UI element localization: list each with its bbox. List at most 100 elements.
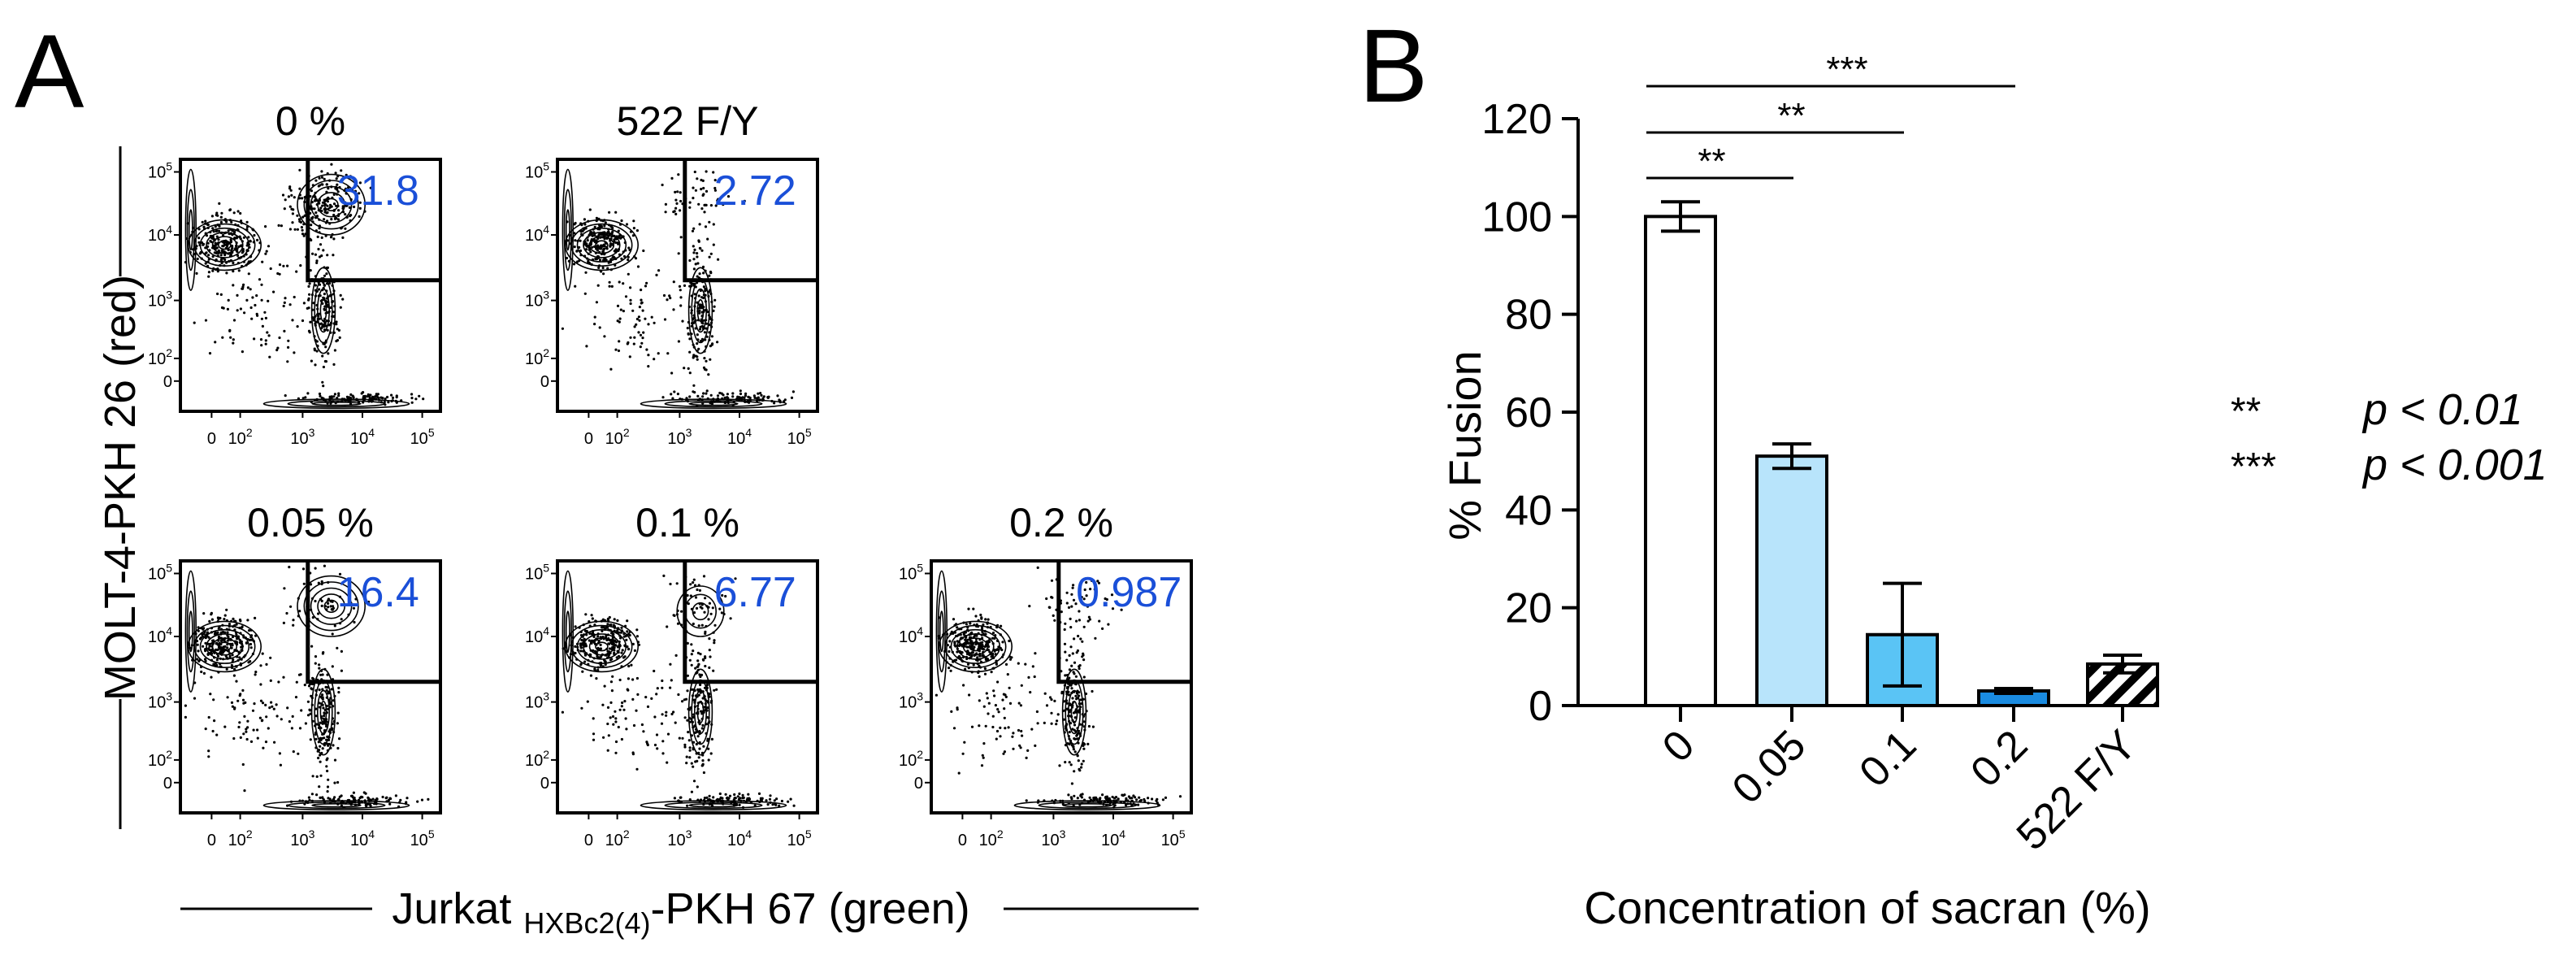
y-axis-label: % Fusion [1439, 350, 1490, 540]
flow-plot-1: 522 F/Y 2.72 105 104 103 102 0 0 102 103 104 105 [525, 98, 819, 448]
x-axis-label-text: Jurkat HXBc2(4)-PKH 67 (green) [392, 884, 969, 940]
x-tick-label: 105 [410, 426, 435, 448]
gate-lines [683, 561, 817, 684]
x-tick-label: 103 [290, 426, 314, 448]
contour-lines [184, 168, 410, 410]
y-tick-label: 103 [525, 690, 549, 712]
y-tick-label: 103 [148, 690, 172, 712]
x-tick-label: 522 F/Y [2008, 721, 2146, 859]
gate-value: 16.4 [337, 569, 419, 616]
flow-plot-4: 0.2 % 0.987 105 104 103 102 0 0 102 103 104 105 [899, 500, 1193, 849]
x-tick-label: 0.2 [1962, 721, 2036, 796]
x-tick-label: 0 [207, 430, 216, 448]
x-tick-label: 0 [584, 430, 593, 448]
y-tick-label: 0 [1529, 683, 1552, 730]
y-tick-label: 102 [899, 748, 923, 770]
x-tick-label: 102 [605, 828, 630, 849]
x-tick-label: 103 [1041, 828, 1065, 849]
y-tick-label: 120 [1481, 96, 1552, 143]
x-tick-label: 0 [1654, 721, 1703, 771]
y-tick-label: 103 [899, 690, 923, 712]
flow-plot-title: 522 F/Y [616, 98, 758, 144]
y-tick-label: 0 [914, 775, 923, 793]
flow-plot-3: 0.1 % 6.77 105 104 103 102 0 0 102 103 104 105 [525, 500, 819, 849]
flow-plot-2: 0.05 % 16.4 105 104 103 102 0 0 102 103 104 105 [148, 500, 442, 849]
panel-a-y-axis-label: MOLT-4-PKH 26 (red) [96, 146, 145, 829]
x-tick-label: 102 [979, 828, 1004, 849]
plot-frame [930, 559, 1193, 814]
y-tick-label: 105 [525, 562, 549, 584]
y-tick-label: 104 [525, 624, 549, 646]
plot-frame [179, 158, 442, 413]
bar-chart: 0 20 40 60 80 100 120 % Fusion Concentration of … [1439, 50, 2159, 933]
y-tick-label: 103 [525, 289, 549, 311]
panel-a-label: A [15, 14, 85, 130]
x-tick-label: 0 [584, 832, 593, 849]
y-tick-label: 0 [540, 373, 549, 391]
x-tick-label: 103 [290, 828, 314, 849]
x-tick-label: 104 [727, 426, 752, 448]
y-tick-label: 105 [899, 562, 923, 584]
gate-lines [306, 561, 440, 684]
y-tick-label: 20 [1505, 585, 1552, 632]
legend-stars: *** [2231, 445, 2276, 489]
x-tick-label: 0 [207, 832, 216, 849]
gate-lines [306, 159, 440, 283]
y-tick-label: 104 [148, 223, 172, 245]
x-tick-label: 104 [350, 828, 375, 849]
y-tick-label: 105 [148, 562, 172, 584]
significance-stars: ** [1698, 141, 1725, 181]
y-tick-label: 0 [540, 775, 549, 793]
contour-lines [562, 570, 787, 811]
x-tick-label: 102 [605, 426, 630, 448]
gate-value: 0.987 [1076, 569, 1182, 616]
gate-lines [1056, 561, 1191, 684]
y-tick-label: 102 [148, 346, 172, 368]
x-tick-label: 103 [667, 426, 692, 448]
x-tick-label: 104 [727, 828, 752, 849]
y-tick-label: 104 [525, 223, 549, 245]
x-tick-label: 105 [1161, 828, 1186, 849]
x-tick-label: 102 [228, 828, 253, 849]
x-tick-label: 102 [228, 426, 253, 448]
contour-lines [562, 168, 787, 410]
flow-plot-0: 0 % 31.8 105 104 103 102 0 0 102 103 104 105 [148, 98, 442, 448]
legend-stars: ** [2231, 390, 2261, 433]
x-tick-label: 105 [787, 426, 812, 448]
y-tick-label: 104 [148, 624, 172, 646]
significance-stars: ** [1777, 96, 1805, 136]
x-tick-label: 0.1 [1850, 721, 1925, 796]
y-tick-label: 40 [1505, 487, 1552, 534]
flow-plot-title: 0.2 % [1009, 500, 1113, 545]
gate-value: 2.72 [714, 167, 796, 215]
y-tick-label: 0 [163, 775, 172, 793]
y-tick-label: 104 [899, 624, 923, 646]
x-tick-label: 104 [1101, 828, 1125, 849]
y-axis-label-text: MOLT-4-PKH 26 (red) [96, 275, 145, 701]
plot-frame [179, 559, 442, 814]
x-tick-label: 105 [410, 828, 435, 849]
bar-1 [1755, 454, 1828, 708]
y-tick-label: 80 [1505, 292, 1552, 339]
flow-plot-title: 0.1 % [635, 500, 739, 545]
y-tick-label: 105 [525, 160, 549, 182]
gate-lines [683, 159, 817, 283]
x-tick-label: 0.05 [1724, 721, 1815, 813]
flow-plot-title: 0 % [275, 98, 345, 144]
contour-lines [184, 570, 410, 811]
x-tick-label: 105 [787, 828, 812, 849]
panel-b-label: B [1359, 8, 1428, 124]
legend-text: p < 0.01 [2361, 385, 2523, 434]
gate-value: 6.77 [714, 569, 796, 616]
y-tick-label: 102 [525, 346, 549, 368]
bar-0 [1644, 215, 1717, 708]
y-tick-label: 100 [1481, 193, 1552, 241]
y-tick-label: 102 [148, 748, 172, 770]
significance-stars: *** [1826, 50, 1867, 89]
flow-plot-title: 0.05 % [247, 500, 374, 545]
y-tick-label: 102 [525, 748, 549, 770]
legend-text: p < 0.001 [2361, 441, 2548, 489]
y-tick-label: 0 [163, 373, 172, 391]
